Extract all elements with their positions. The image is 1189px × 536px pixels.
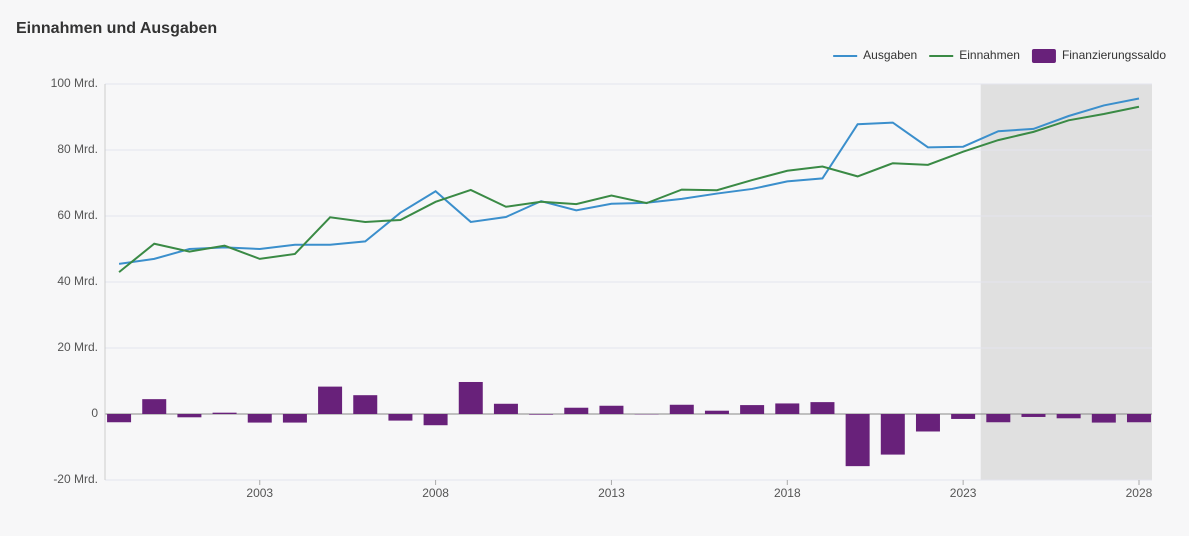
y-tick-label: 20 Mrd. [57,340,98,354]
bar [318,386,343,414]
bar [951,414,976,419]
bar [177,414,202,418]
x-tick-label: 2013 [598,486,625,500]
bar [353,395,378,414]
bar [880,414,905,455]
x-tick-label: 2028 [1126,486,1153,500]
bar [704,410,729,414]
bar [1021,414,1046,417]
legend-label: Ausgaben [863,48,917,62]
x-tick-label: 2018 [774,486,801,500]
bar [564,407,589,414]
bar [282,414,307,423]
x-tick-label: 2023 [950,486,977,500]
bar [669,404,694,414]
legend-swatch [1031,49,1056,63]
bar [915,414,940,432]
bar [458,381,483,414]
bar [107,414,132,423]
legend-label: Finanzierungssaldo [1062,48,1166,62]
bar [1056,414,1081,419]
y-tick-label: 80 Mrd. [57,142,98,156]
chart-title: Einnahmen und Ausgaben [16,20,217,37]
x-tick-label: 2003 [246,486,273,500]
bar [142,399,167,414]
legend-label: Einnahmen [959,48,1020,62]
bar [986,414,1011,423]
x-tick-label: 2008 [422,486,449,500]
y-tick-label: 0 [91,406,98,420]
bar [1091,414,1116,423]
line [118,105,1140,273]
bar [388,414,413,421]
y-tick-label: -20 Mrd. [53,472,98,486]
bar [775,403,800,414]
bar [845,414,870,467]
bar [599,405,624,414]
bar [493,403,518,414]
bar [423,414,448,426]
bar [740,405,765,414]
bar [1126,414,1151,423]
y-tick-label: 60 Mrd. [57,208,98,222]
bar [212,412,237,414]
line [118,97,1140,265]
y-tick-label: 40 Mrd. [57,274,98,288]
y-tick-label: 100 Mrd. [51,76,98,90]
bar [810,402,835,414]
bar [529,414,554,415]
bar [247,414,272,423]
